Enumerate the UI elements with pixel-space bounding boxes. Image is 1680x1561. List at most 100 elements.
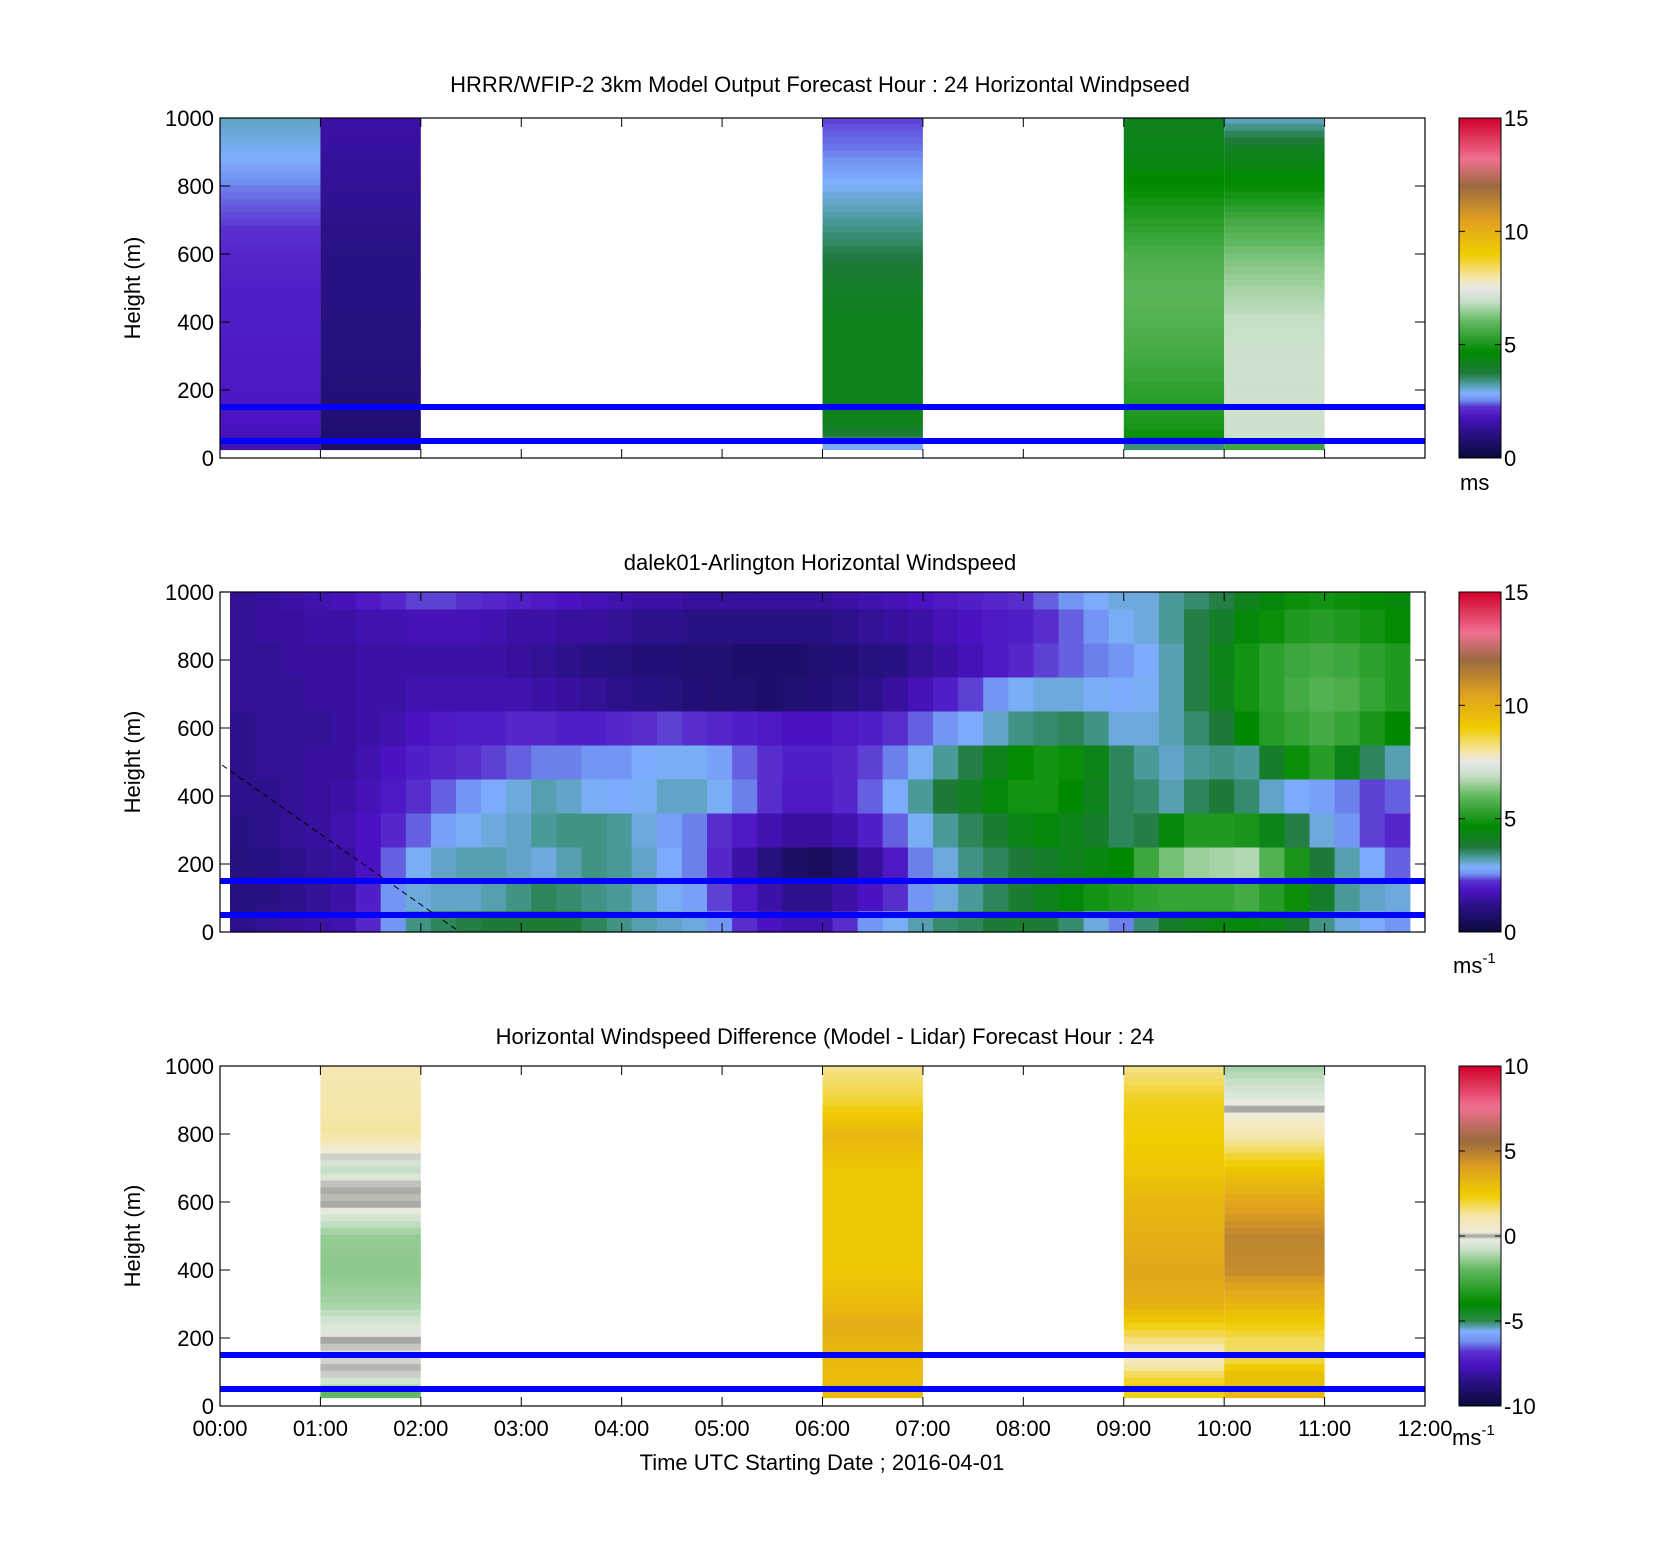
heatmap-cell [1123, 1132, 1225, 1140]
heatmap-cell [1058, 677, 1085, 712]
heatmap-cell [1123, 1179, 1225, 1188]
colorbar-tick-label: 10 [1504, 1054, 1528, 1079]
heatmap-cell [822, 320, 923, 328]
heatmap-cell [807, 643, 833, 678]
heatmap-cell [1123, 1186, 1225, 1195]
heatmap-cell [255, 745, 281, 780]
x-tick-label: 05:00 [695, 1416, 750, 1441]
heatmap-cell [757, 881, 783, 912]
heatmap-cell [1123, 1227, 1225, 1235]
heatmap-cell [1359, 779, 1386, 814]
heatmap-cell [320, 367, 421, 376]
heatmap-cell [1334, 847, 1361, 882]
heatmap-cell [707, 847, 733, 882]
heatmap-cell [1209, 881, 1235, 912]
heatmap-cell [506, 711, 532, 746]
heatmap-cell [1224, 347, 1325, 355]
heatmap-cell [1123, 1173, 1225, 1181]
x-tick-label: 00:00 [192, 1416, 247, 1441]
heatmap-cell [757, 779, 783, 814]
heatmap-cell [1359, 677, 1386, 712]
heatmap-cell [405, 847, 432, 882]
heatmap-cell [1359, 609, 1386, 644]
heatmap-cell [355, 711, 382, 746]
heatmap-cell [430, 813, 457, 848]
x-tick-label: 07:00 [895, 1416, 950, 1441]
heatmap-cell [405, 779, 432, 814]
heatmap-cell [556, 609, 582, 644]
heatmap-cell [1224, 1132, 1325, 1140]
heatmap-cell [1008, 745, 1034, 780]
heatmap-cell [1123, 1200, 1225, 1208]
heatmap-cell [320, 1132, 421, 1140]
heatmap-cell [305, 677, 331, 712]
heatmap-cell [1224, 442, 1325, 451]
heatmap-cell [606, 677, 633, 712]
heatmap-cell [320, 1254, 421, 1263]
heatmap-cell [1224, 286, 1325, 294]
heatmap-cell [1309, 779, 1336, 814]
heatmap-cell [1123, 1098, 1225, 1106]
heatmap-cell [330, 745, 357, 780]
y-tick-label: 1000 [165, 580, 214, 605]
heatmap-cell [656, 592, 683, 610]
heatmap-cell [1224, 1152, 1325, 1161]
heatmap-cell [822, 429, 923, 437]
heatmap-cell [380, 813, 407, 848]
heatmap-cell [1123, 1302, 1225, 1310]
heatmap-cell [320, 1329, 421, 1337]
heatmap-cell [822, 1241, 923, 1249]
heatmap-cell [1209, 847, 1235, 882]
heatmap-cell [456, 779, 482, 814]
heatmap-cell [1158, 643, 1185, 678]
heatmap-cell [1123, 415, 1225, 423]
heatmap-cell [681, 847, 708, 882]
heatmap-cell [1123, 1193, 1225, 1201]
heatmap-cell [220, 367, 321, 376]
heatmap-cell [305, 643, 331, 678]
heatmap-cell [320, 265, 421, 274]
heatmap-cell [933, 677, 959, 712]
heatmap-cell [355, 881, 382, 912]
heatmap-cell [506, 592, 532, 610]
heatmap-cell [857, 711, 884, 746]
heatmap-cell [456, 881, 482, 912]
heatmap-cell [656, 779, 683, 814]
heatmap-cell [430, 677, 457, 712]
heatmap-cell [1123, 157, 1225, 165]
x-tick-label: 01:00 [293, 1416, 348, 1441]
heatmap-cell [822, 1159, 923, 1167]
heatmap-cell [1224, 1268, 1325, 1276]
heatmap-cell [320, 395, 421, 403]
heatmap-cell [822, 408, 923, 417]
heatmap-cell [220, 333, 321, 342]
heatmap-cell [320, 1084, 421, 1093]
heatmap-cell [1384, 609, 1411, 644]
heatmap-cell [606, 813, 633, 848]
heatmap-cell [1123, 1261, 1225, 1269]
heatmap-cell [1224, 252, 1325, 260]
heatmap-cell [320, 340, 421, 349]
heatmap-cell [1083, 643, 1110, 678]
heatmap-cell [405, 643, 432, 678]
heatmap-cell [1234, 592, 1260, 610]
heatmap-cell [1033, 779, 1059, 814]
heatmap-cell [1184, 779, 1210, 814]
heatmap-cell [822, 1186, 923, 1195]
heatmap-cell [822, 1173, 923, 1181]
heatmap-cell [681, 881, 708, 912]
heatmap-cell [907, 677, 934, 712]
heatmap-cell [822, 1288, 923, 1297]
heatmap-cell [320, 293, 421, 301]
heatmap-cell [857, 592, 884, 610]
heatmap-cell [320, 354, 421, 362]
heatmap-cell [807, 677, 833, 712]
heatmap-cell [320, 1091, 421, 1099]
heatmap-cell [320, 1390, 421, 1399]
heatmap-cell [581, 745, 608, 780]
y-tick-label: 1000 [165, 106, 214, 131]
colorbar-unit-superscript: -1 [1482, 950, 1495, 967]
heatmap-cell [255, 711, 281, 746]
heatmap-cell [822, 136, 923, 145]
